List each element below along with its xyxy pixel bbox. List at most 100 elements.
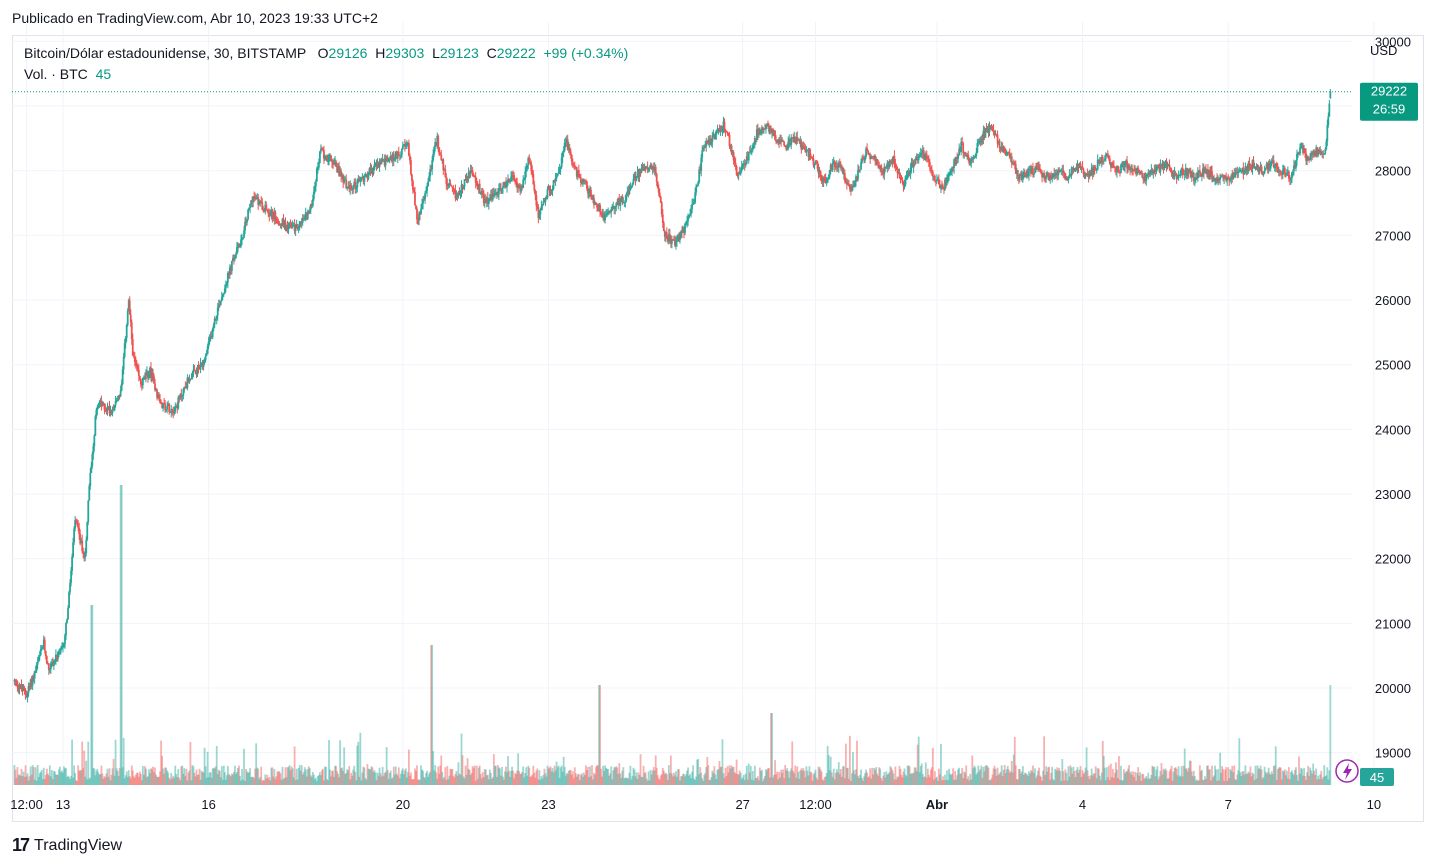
candle-body — [13, 680, 16, 682]
volume-bar — [208, 772, 211, 785]
volume-bar — [1045, 766, 1048, 785]
volume-bar — [850, 780, 852, 785]
volume-bar — [194, 776, 197, 785]
candle-body — [592, 198, 594, 200]
candle-body — [626, 191, 629, 195]
candle-body — [1177, 174, 1180, 178]
candle-body — [879, 165, 882, 168]
footer-brand[interactable]: 17 TradingView — [12, 835, 122, 856]
volume-bar — [156, 776, 158, 785]
candle-body — [241, 239, 243, 241]
candle-body — [1132, 169, 1135, 172]
volume-bar — [1208, 769, 1210, 785]
volume-bar — [1215, 769, 1217, 785]
candle-body — [377, 162, 380, 168]
candle-body — [618, 197, 621, 206]
candle-body — [714, 134, 717, 139]
volume-bar — [680, 776, 682, 785]
volume-bar — [356, 745, 359, 785]
candle-body — [573, 166, 576, 168]
candle-body — [1273, 166, 1276, 168]
volume-bar — [177, 769, 180, 785]
candle-body — [582, 178, 585, 182]
volume-bar — [732, 766, 735, 785]
countdown-value: 26:59 — [1373, 102, 1406, 117]
candle-body — [972, 157, 975, 160]
volume-bar — [860, 769, 862, 785]
volume-bar — [681, 776, 683, 785]
candle-body — [1231, 175, 1234, 180]
candle-body — [76, 521, 79, 525]
candle-body — [514, 179, 517, 181]
candle-body — [1103, 158, 1106, 161]
candle-body — [317, 162, 320, 168]
volume-bar — [831, 776, 834, 785]
volume-bar — [965, 765, 968, 785]
volume-bar — [223, 772, 226, 785]
symbol-legend[interactable]: Bitcoin/Dólar estadounidense, 30, BITSTA… — [24, 45, 628, 61]
volume-bar — [1163, 770, 1166, 785]
volume-bar — [627, 778, 630, 785]
flash-icon[interactable] — [1335, 759, 1359, 783]
volume-bar — [341, 767, 344, 785]
volume-bar — [587, 766, 589, 785]
candle-body — [640, 168, 643, 173]
candle-body — [994, 133, 997, 135]
candle-body — [846, 183, 849, 185]
volume-bar — [123, 778, 126, 785]
candle-body — [571, 161, 574, 165]
volume-bar — [896, 776, 899, 785]
candle-body — [636, 171, 639, 176]
candle-body — [750, 149, 753, 151]
candle-body — [957, 155, 960, 159]
volume-legend[interactable]: Vol. · BTC 45 — [24, 66, 111, 82]
candle-body — [843, 173, 846, 181]
volume-bar — [25, 776, 28, 785]
volume-bar — [637, 772, 640, 785]
candle-body — [168, 403, 171, 412]
candle-body — [335, 161, 337, 167]
volume-bar — [22, 771, 25, 785]
volume-bar — [904, 774, 907, 785]
volume-bar — [615, 766, 618, 785]
volume-bar — [238, 765, 240, 785]
candle-body — [367, 173, 370, 179]
volume-bar — [381, 766, 384, 785]
candle-body — [1238, 171, 1241, 173]
candle-body — [1033, 173, 1035, 175]
volume-bar — [484, 769, 487, 785]
volume-bar — [441, 771, 444, 785]
candle-body — [1074, 168, 1077, 172]
volume-bar — [253, 778, 256, 785]
volume-bar — [82, 768, 85, 785]
volume-bar — [845, 767, 848, 785]
volume-bar — [1236, 774, 1239, 785]
volume-bar — [923, 776, 926, 785]
candle-body — [782, 140, 785, 142]
candle-body — [165, 409, 168, 411]
volume-bar — [401, 768, 404, 785]
volume-bar — [181, 765, 184, 785]
volume-bar — [260, 766, 263, 785]
volume-bar — [173, 777, 176, 785]
volume-bar — [1212, 777, 1214, 785]
volume-bar — [894, 766, 897, 785]
candle-body — [416, 208, 418, 220]
volume-bar — [447, 779, 450, 785]
candle-body — [623, 201, 626, 203]
candle-body — [303, 216, 306, 220]
candle-body — [1237, 172, 1240, 174]
volume-bar — [33, 779, 36, 785]
volume-bar — [1314, 774, 1317, 785]
volume-bar — [722, 773, 725, 785]
volume-bar — [186, 780, 189, 785]
candle-body — [1054, 175, 1057, 177]
volume-bar — [1209, 769, 1211, 785]
volume-bar — [1321, 779, 1324, 785]
candle-body — [1082, 169, 1085, 175]
candle-body — [897, 172, 900, 174]
candle-body — [114, 401, 117, 406]
candle-body — [156, 389, 158, 398]
candle-body — [919, 153, 922, 156]
